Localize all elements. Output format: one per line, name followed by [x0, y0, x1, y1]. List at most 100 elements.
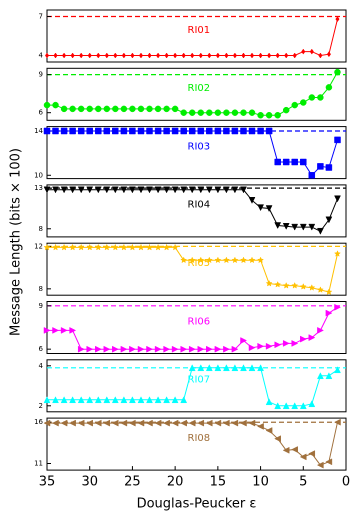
- marker: [103, 243, 111, 251]
- marker: [325, 309, 333, 317]
- marker: [325, 216, 333, 224]
- marker: [180, 396, 188, 404]
- marker: [299, 283, 307, 290]
- marker: [265, 398, 273, 406]
- marker: [274, 158, 281, 166]
- marker: [154, 243, 162, 251]
- marker: [316, 227, 324, 235]
- y-tick-label: 6: [39, 109, 44, 117]
- y-tick-label: 16: [34, 418, 43, 426]
- marker: [163, 345, 171, 353]
- marker: [94, 186, 102, 194]
- marker: [180, 419, 187, 427]
- marker: [112, 127, 119, 135]
- marker: [60, 186, 68, 194]
- marker: [120, 345, 128, 353]
- marker: [325, 372, 333, 380]
- marker: [275, 52, 280, 59]
- marker: [103, 186, 111, 194]
- marker: [43, 127, 51, 135]
- marker: [316, 372, 324, 380]
- marker: [138, 52, 144, 59]
- marker: [316, 461, 324, 469]
- marker: [222, 186, 230, 194]
- marker: [128, 243, 136, 251]
- marker: [248, 109, 256, 116]
- panel-frame: [46, 67, 347, 121]
- marker: [308, 450, 316, 458]
- marker: [197, 109, 205, 116]
- marker: [154, 127, 162, 135]
- marker: [317, 94, 324, 101]
- marker: [291, 281, 299, 289]
- marker: [333, 418, 341, 426]
- marker: [111, 396, 119, 404]
- marker: [299, 402, 307, 410]
- marker: [94, 243, 102, 251]
- panel-frame: [46, 126, 347, 180]
- marker: [325, 84, 333, 91]
- marker: [197, 345, 205, 353]
- marker: [128, 186, 136, 194]
- marker: [69, 127, 76, 135]
- y-tick-label: 4: [39, 362, 44, 370]
- marker: [325, 458, 333, 466]
- marker: [223, 109, 230, 116]
- marker: [214, 419, 222, 427]
- marker: [240, 364, 247, 372]
- marker: [77, 243, 85, 251]
- marker: [248, 419, 256, 427]
- marker: [146, 127, 153, 135]
- marker: [206, 109, 213, 116]
- marker: [60, 419, 68, 427]
- marker: [43, 243, 51, 251]
- marker: [52, 396, 59, 404]
- marker: [248, 256, 256, 264]
- marker: [214, 256, 222, 264]
- marker: [69, 186, 77, 194]
- marker: [300, 158, 307, 166]
- marker: [69, 243, 77, 251]
- x-tick-label: 35: [39, 475, 56, 490]
- series-label: RI04: [188, 200, 211, 211]
- marker: [291, 339, 299, 347]
- marker: [258, 52, 263, 59]
- series-label: RI06: [188, 316, 211, 327]
- marker: [299, 453, 307, 461]
- marker: [69, 396, 77, 404]
- marker: [257, 256, 265, 264]
- marker: [284, 52, 289, 59]
- marker: [86, 127, 93, 135]
- marker: [43, 326, 51, 334]
- y-tick-label: 4: [39, 52, 44, 60]
- panel-frame: [46, 417, 347, 471]
- x-tick-label: 15: [210, 475, 227, 490]
- marker: [164, 52, 169, 59]
- marker: [205, 419, 213, 427]
- marker: [69, 326, 77, 334]
- marker: [214, 109, 222, 116]
- marker: [154, 396, 162, 404]
- marker: [308, 334, 316, 342]
- marker: [206, 345, 213, 353]
- marker: [240, 337, 248, 344]
- marker: [77, 186, 85, 194]
- marker: [146, 186, 153, 194]
- marker: [60, 127, 68, 135]
- x-axis-label: Douglas-Peucker ε: [137, 497, 257, 512]
- marker: [222, 364, 230, 372]
- marker: [292, 52, 297, 59]
- marker: [308, 400, 316, 408]
- marker: [222, 419, 230, 427]
- panel-frame: [46, 301, 347, 354]
- marker: [87, 52, 92, 59]
- y-tick-label: 7: [39, 13, 43, 21]
- series-label: RI02: [188, 83, 211, 94]
- marker: [282, 106, 290, 114]
- marker: [282, 223, 290, 230]
- marker: [120, 396, 128, 404]
- marker: [79, 52, 84, 59]
- y-tick-label: 8: [39, 225, 43, 233]
- marker: [317, 163, 324, 170]
- marker: [257, 422, 264, 430]
